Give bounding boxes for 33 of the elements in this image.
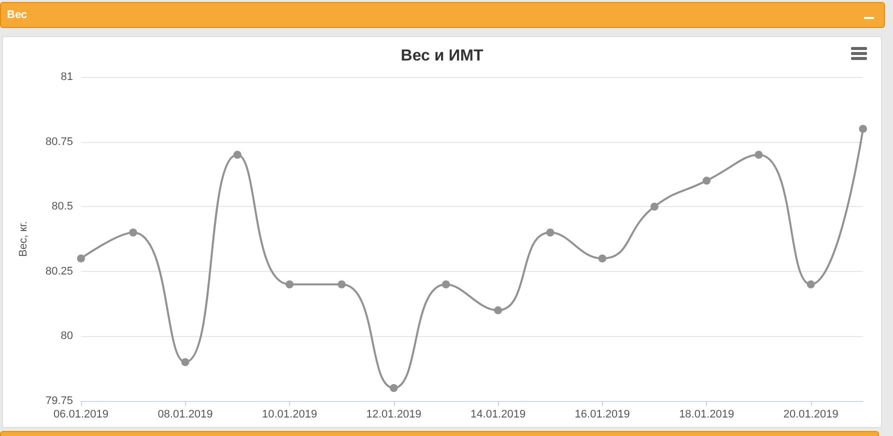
point [442,280,450,288]
x-tick-label: 20.01.2019 [783,408,838,420]
point [286,280,294,288]
chart-title: Вес и ИМТ [400,48,484,64]
x-tick-label: 16.01.2019 [574,408,630,420]
x-tick-label: 14.01.2019 [470,408,526,420]
y-tick-label: 81 [60,71,73,83]
point [77,254,85,262]
point [806,280,815,288]
y-tick-label: 80.75 [45,136,73,148]
y-tick-label: 80.25 [45,265,73,278]
point [702,176,711,185]
y-axis-title: Вес, кг. [18,221,30,257]
point [181,358,190,366]
y-tick-label: 80 [60,330,73,342]
point [859,124,867,133]
point [338,280,346,288]
point [129,228,138,237]
point [754,150,763,159]
point [494,306,502,314]
y-tick-label: 79.75 [45,395,73,407]
text: Вес [7,9,28,21]
point [650,202,658,211]
point [233,150,242,159]
point [598,254,606,262]
point [390,384,398,392]
y-tick-label: 80.5 [52,200,73,213]
x-tick-label: 06.01.2019 [53,408,109,420]
x-tick-label: 08.01.2019 [158,408,213,420]
x-tick-label: 12.01.2019 [366,408,422,420]
point [546,228,554,237]
x-tick-label: 18.01.2019 [679,408,734,420]
x-tick-label: 10.01.2019 [262,408,318,420]
